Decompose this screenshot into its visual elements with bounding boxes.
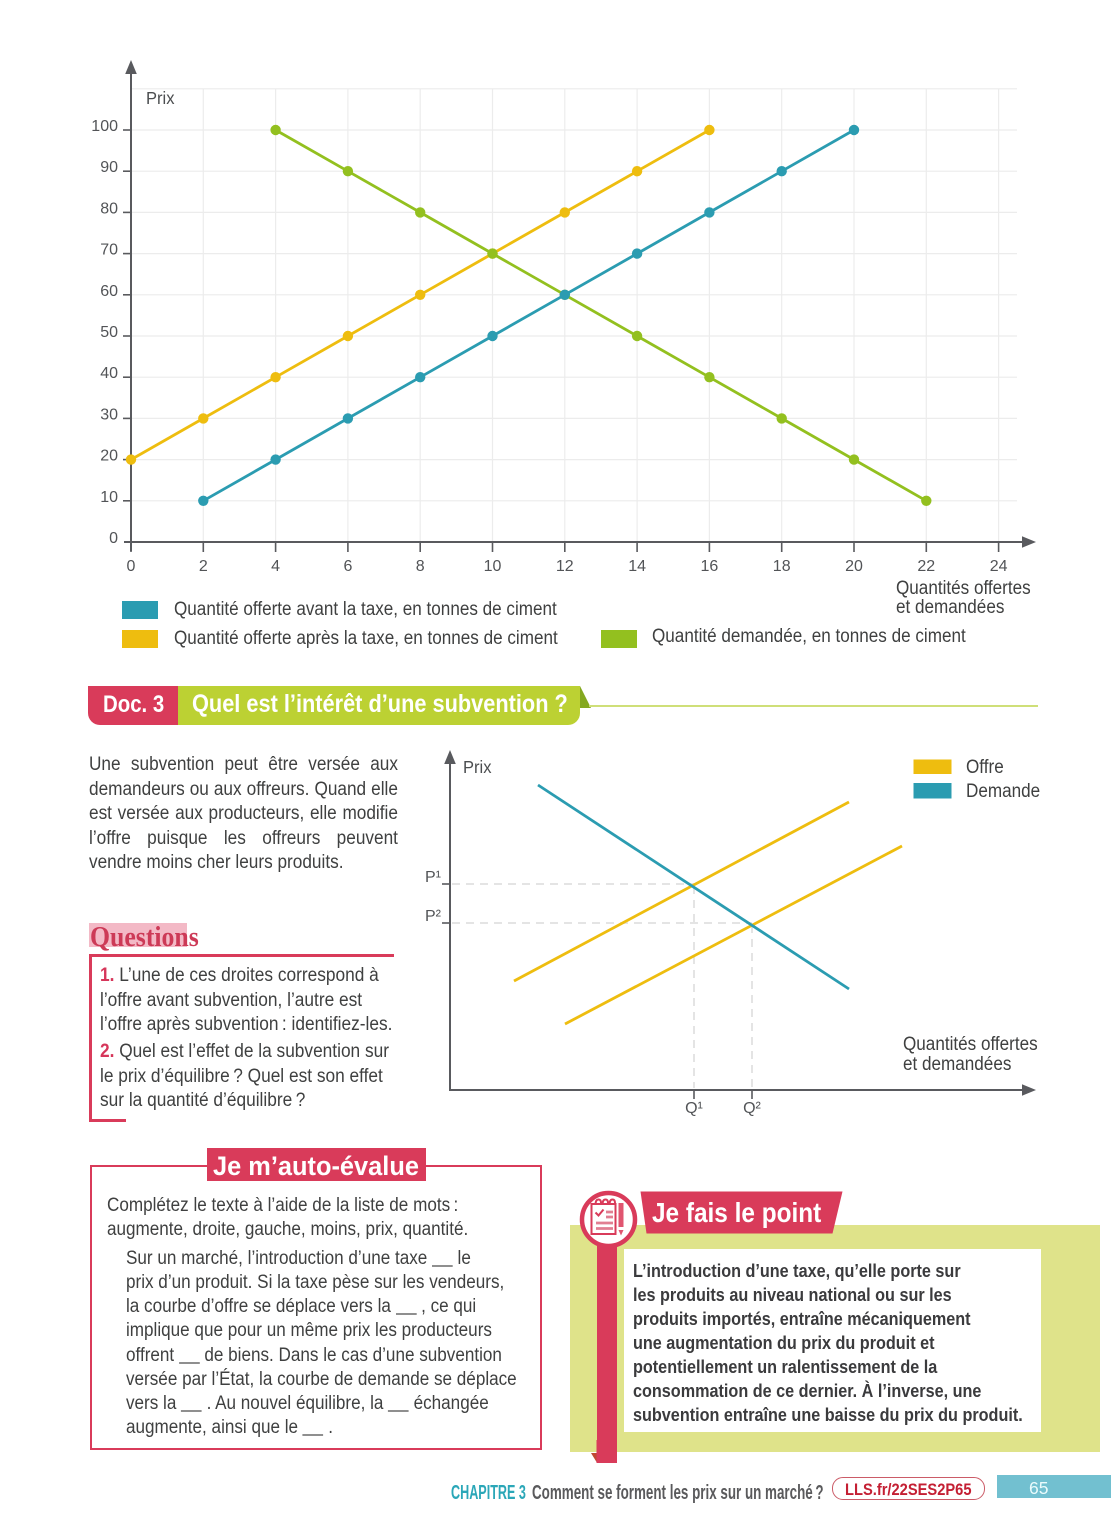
svg-text:Q²: Q²: [743, 1100, 761, 1117]
svg-text:P²: P²: [425, 908, 442, 925]
svg-text:8: 8: [416, 558, 425, 575]
svg-text:30: 30: [100, 406, 118, 423]
svg-text:24: 24: [990, 558, 1008, 575]
svg-text:Prix: Prix: [146, 87, 175, 108]
svg-text:Q¹: Q¹: [685, 1100, 703, 1117]
svg-text:12: 12: [556, 558, 574, 575]
svg-text:22: 22: [917, 558, 935, 575]
svg-text:10: 10: [100, 489, 118, 506]
svg-text:14: 14: [628, 558, 646, 575]
svg-text:70: 70: [100, 242, 118, 259]
svg-text:0: 0: [109, 530, 118, 547]
svg-text:4: 4: [271, 558, 280, 575]
svg-text:100: 100: [91, 118, 118, 135]
svg-text:20: 20: [845, 558, 863, 575]
svg-text:80: 80: [100, 200, 118, 217]
svg-text:50: 50: [100, 324, 118, 341]
svg-text:0: 0: [127, 558, 136, 575]
svg-text:18: 18: [773, 558, 791, 575]
svg-text:16: 16: [701, 558, 719, 575]
svg-text:P¹: P¹: [425, 869, 441, 886]
svg-text:20: 20: [100, 448, 118, 465]
svg-text:90: 90: [100, 159, 118, 176]
svg-text:40: 40: [100, 365, 118, 382]
svg-text:2: 2: [199, 558, 208, 575]
svg-text:Prix: Prix: [463, 756, 492, 777]
svg-text:6: 6: [343, 558, 352, 575]
svg-text:60: 60: [100, 283, 118, 300]
svg-text:10: 10: [484, 558, 502, 575]
